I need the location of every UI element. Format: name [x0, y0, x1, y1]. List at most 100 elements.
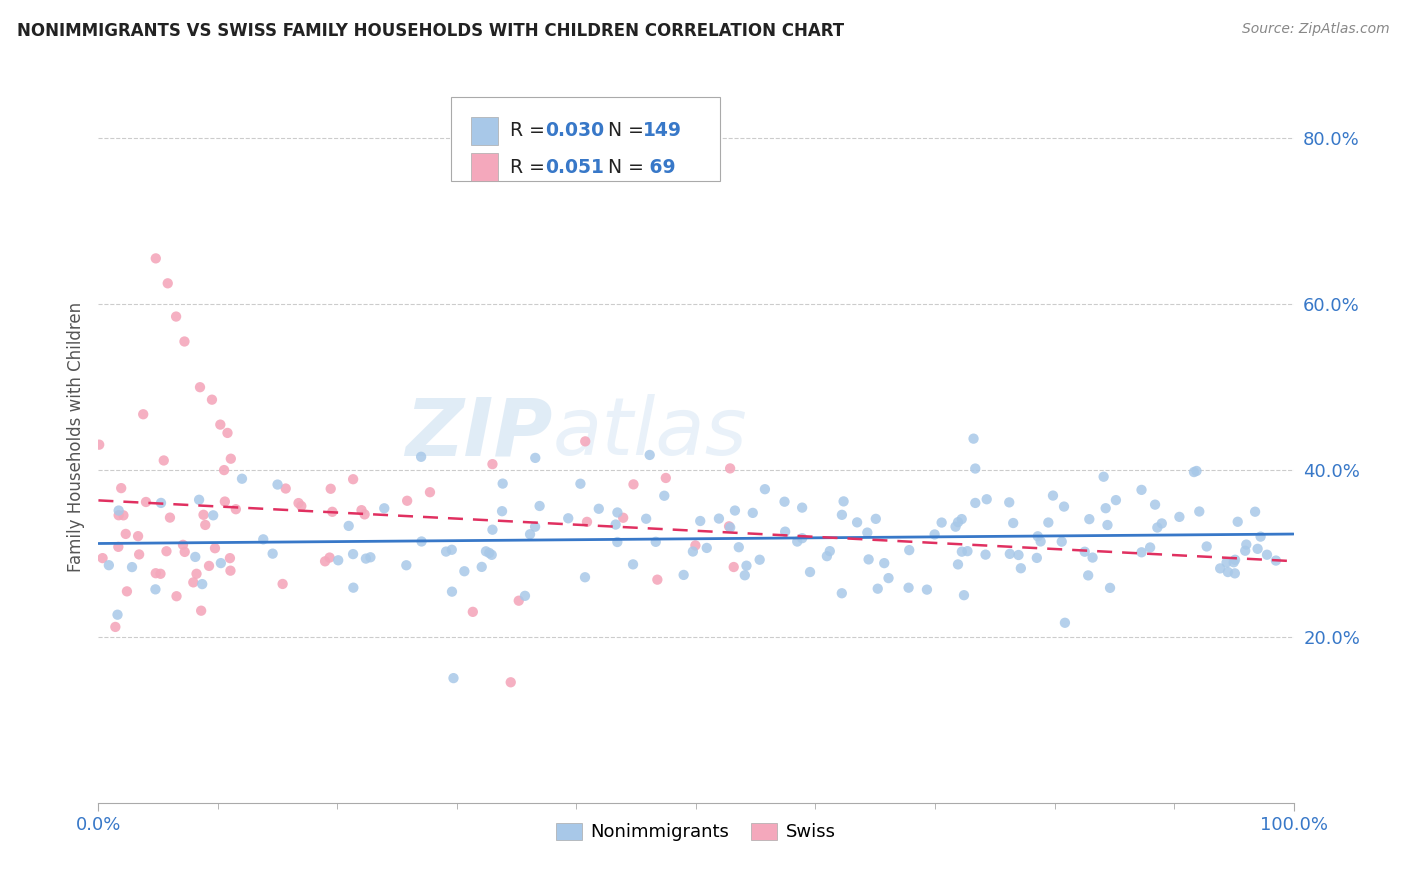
Point [638, 448, 661, 462]
Point [443, 671, 465, 685]
Point [574, 570, 596, 584]
Point [866, 582, 889, 596]
Point [440, 542, 463, 557]
Point [950, 544, 973, 558]
Point [91, 551, 114, 566]
Point [792, 500, 814, 515]
Point [1002, 516, 1025, 530]
Point [897, 581, 920, 595]
Point [524, 520, 547, 534]
Point [707, 511, 730, 525]
Point [395, 558, 418, 573]
Point [655, 471, 678, 485]
Point [931, 516, 953, 530]
Point [266, 477, 288, 491]
Point [359, 550, 381, 565]
Point [112, 508, 135, 523]
Point [1234, 538, 1257, 552]
Point [202, 508, 225, 523]
Point [588, 501, 610, 516]
Point [1226, 515, 1249, 529]
Text: 149: 149 [644, 121, 682, 140]
Point [1078, 512, 1101, 526]
Point [605, 517, 627, 532]
Point [214, 494, 236, 508]
Point [877, 571, 900, 585]
Point [396, 493, 419, 508]
Point [689, 514, 711, 528]
Point [1185, 464, 1208, 478]
Point [318, 550, 340, 565]
Point [946, 515, 969, 529]
Point [440, 584, 463, 599]
Text: N =: N = [607, 121, 650, 140]
Y-axis label: Family Households with Children: Family Households with Children [66, 302, 84, 572]
Point [219, 551, 242, 566]
Point [831, 508, 853, 522]
Point [832, 494, 855, 508]
Point [274, 482, 297, 496]
Point [1081, 550, 1104, 565]
Point [152, 453, 174, 467]
Point [321, 505, 343, 519]
Point [962, 432, 984, 446]
Point [682, 544, 704, 558]
Point [373, 501, 395, 516]
Point [606, 506, 628, 520]
Point [724, 503, 747, 517]
Point [212, 463, 235, 477]
Point [342, 581, 364, 595]
Point [786, 534, 808, 549]
Point [1105, 493, 1128, 508]
Point [461, 605, 484, 619]
Point [1223, 566, 1246, 581]
Point [419, 485, 441, 500]
Point [209, 417, 232, 432]
Point [1234, 543, 1257, 558]
Point [166, 589, 188, 603]
Point [411, 534, 433, 549]
Point [132, 407, 155, 421]
Point [104, 620, 127, 634]
Text: 69: 69 [644, 158, 676, 177]
Point [1209, 561, 1232, 575]
Point [150, 496, 173, 510]
Point [965, 461, 987, 475]
Point [915, 582, 938, 597]
Point [353, 508, 375, 522]
Point [481, 457, 503, 471]
Point [354, 551, 377, 566]
Point [1038, 516, 1060, 530]
Point [644, 534, 666, 549]
Point [159, 510, 181, 524]
Point [606, 535, 628, 549]
Point [1223, 553, 1246, 567]
Point [623, 477, 645, 491]
Point [574, 434, 596, 449]
Point [924, 527, 946, 541]
Point [188, 492, 211, 507]
Point [718, 461, 741, 475]
Text: atlas: atlas [553, 394, 748, 473]
FancyBboxPatch shape [451, 97, 720, 181]
Point [217, 425, 239, 440]
Point [1139, 541, 1161, 555]
Point [287, 496, 309, 510]
Point [621, 558, 644, 572]
Point [193, 508, 215, 522]
Point [1195, 540, 1218, 554]
Point [145, 582, 167, 597]
Point [262, 547, 284, 561]
Point [342, 472, 364, 486]
Point [114, 527, 136, 541]
Point [946, 558, 969, 572]
Point [974, 548, 997, 562]
Text: 0.030: 0.030 [546, 121, 605, 140]
Point [652, 489, 675, 503]
Point [1042, 489, 1064, 503]
Text: R =: R = [509, 158, 550, 177]
Point [519, 527, 541, 541]
Point [499, 675, 522, 690]
Point [155, 544, 177, 558]
Point [481, 523, 503, 537]
